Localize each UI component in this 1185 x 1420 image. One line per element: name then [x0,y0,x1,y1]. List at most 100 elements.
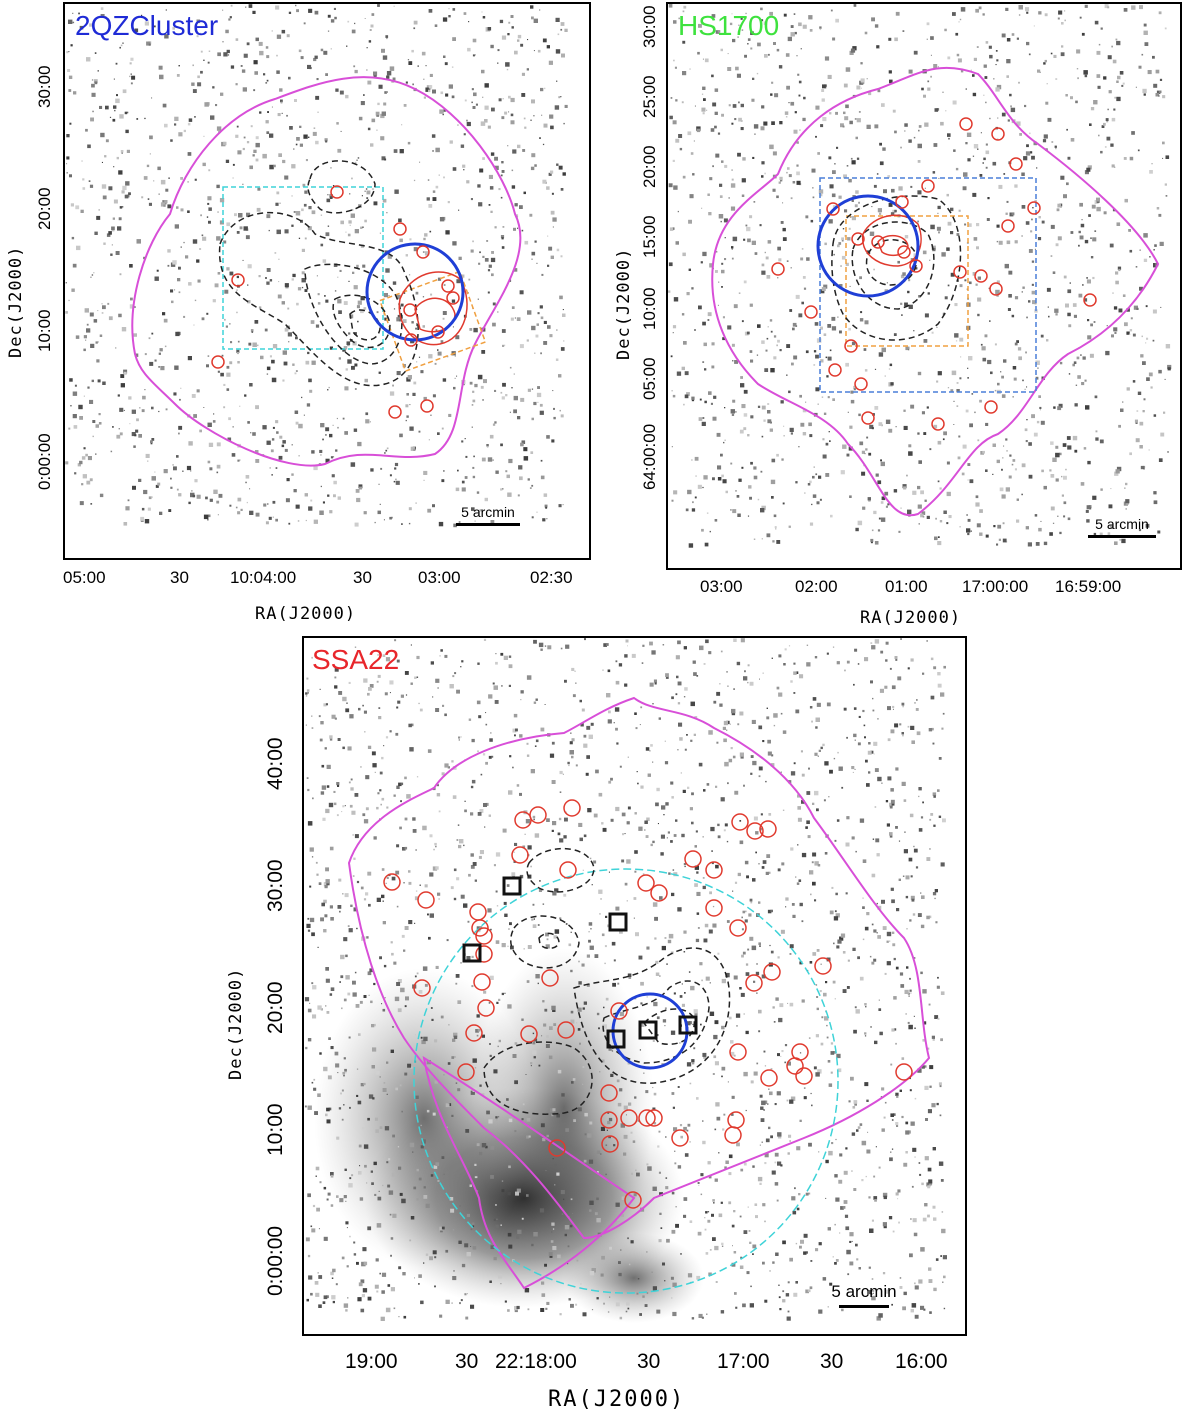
speck [821,396,824,398]
speck [1008,475,1012,479]
speck [200,32,202,34]
speck [1035,376,1039,380]
speck [501,685,503,687]
speck [1143,30,1148,35]
speck [883,1225,887,1229]
speck [291,473,294,476]
speck [570,969,573,973]
speck [478,715,482,719]
speck [125,506,130,511]
speck [930,75,932,78]
speck [207,196,212,201]
speck [771,458,776,463]
speck [890,212,895,216]
speck [771,754,774,757]
speck [602,827,607,832]
speck [569,741,573,745]
x-tick: 03:00 [418,568,461,587]
speck [675,138,680,143]
speck [854,118,857,120]
speck [860,78,865,83]
speck [898,1221,900,1224]
speck [799,902,803,907]
speck [323,1236,328,1241]
speck [847,959,850,962]
speck [350,904,353,907]
speck [940,692,945,697]
speck [750,755,754,758]
speck [934,897,936,900]
speck [851,766,855,770]
speck [844,1214,849,1218]
speck [777,339,780,343]
speck [401,934,405,938]
speck [849,425,853,429]
speck [129,264,133,268]
speck [927,1109,932,1114]
speck [851,160,856,165]
speck [539,1208,545,1213]
speck [311,727,314,729]
speck [1058,10,1063,15]
speck [464,800,466,802]
speck [997,117,999,119]
speck [794,1187,796,1190]
speck [793,671,797,675]
speck [534,240,537,243]
source-circle [393,222,407,236]
speck [1153,491,1157,495]
speck [438,810,441,813]
speck [408,274,411,276]
speck [856,157,860,160]
speck [1040,520,1042,522]
speck [463,12,467,15]
speck [698,23,702,28]
speck [754,133,756,135]
speck [751,945,757,951]
speck [67,69,71,72]
speck [385,449,388,452]
speck [1072,303,1077,307]
speck [652,840,655,844]
speck [423,1186,426,1189]
speck [342,1071,345,1075]
speck [807,483,811,486]
speck [736,73,741,78]
speck [399,149,404,154]
speck [864,1082,869,1087]
speck [768,813,772,816]
speck [766,707,768,709]
speck [299,143,303,147]
y-tick: 10:00 [640,287,659,330]
speck [677,640,681,645]
speck [559,1313,562,1316]
speck [747,948,750,951]
speck [558,374,562,378]
speck [415,291,419,295]
speck [740,127,744,131]
speck [323,703,327,707]
speck [666,963,668,965]
speck [615,1202,620,1207]
speck [442,378,447,382]
speck [621,859,625,863]
speck [995,50,998,52]
speck [83,335,87,339]
speck [525,1074,527,1075]
speck [532,815,536,819]
speck [304,997,310,1002]
speck [360,766,362,768]
speck [413,247,418,252]
speck [704,400,707,404]
speck [315,95,320,100]
speck [372,763,377,768]
speck [608,1047,612,1051]
speck [731,1113,734,1116]
speck [301,286,304,289]
speck [537,49,541,53]
speck [357,1100,362,1105]
speck [325,703,328,706]
speck [741,404,746,409]
speck [851,836,855,840]
speck [1047,117,1052,122]
